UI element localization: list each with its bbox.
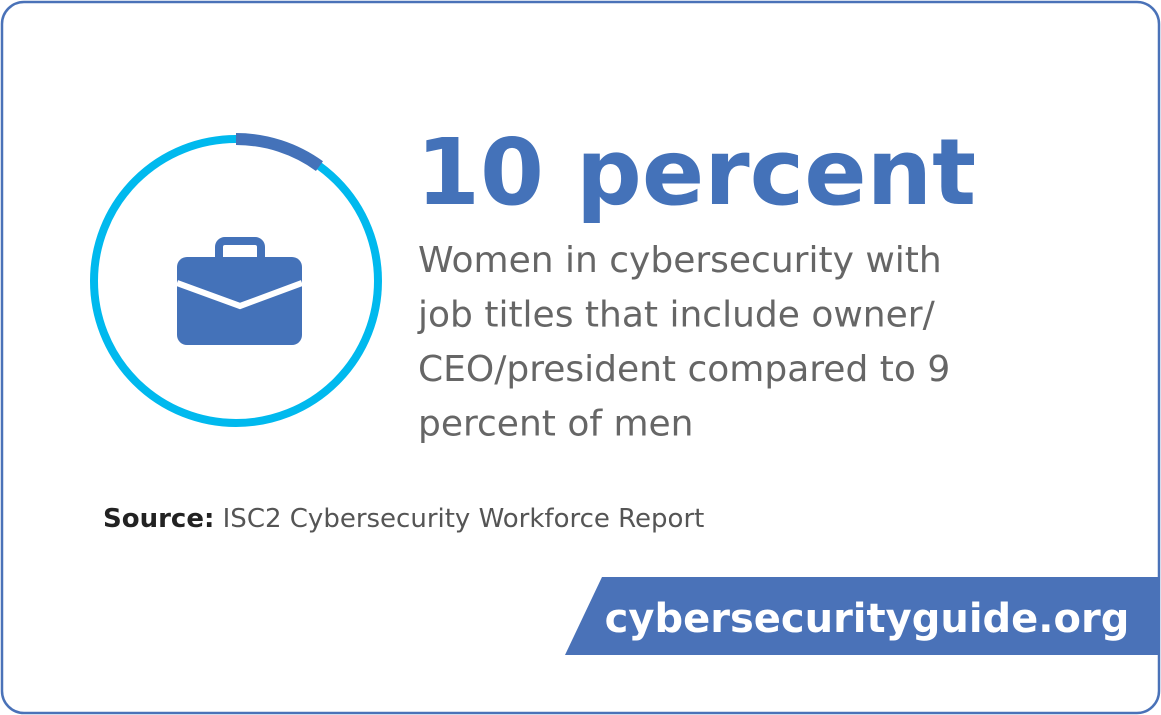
description-line: Women in cybersecurity with [418,240,942,281]
url-banner [565,577,1158,655]
source: Source: ISC2 Cybersecurity Workforce Rep… [103,504,704,534]
description-line: job titles that include owner/ [417,295,936,336]
description-line: CEO/president compared to 9 [418,349,950,390]
briefcase-icon [175,237,304,345]
description-line: percent of men [418,404,694,445]
progress-arc [235,133,323,172]
source-text: ISC2 Cybersecurity Workforce Report [223,504,705,534]
url: cybersecurityguide.org [605,596,1130,642]
source-label: Source: [103,504,214,534]
headline: 10 percent [416,119,976,226]
